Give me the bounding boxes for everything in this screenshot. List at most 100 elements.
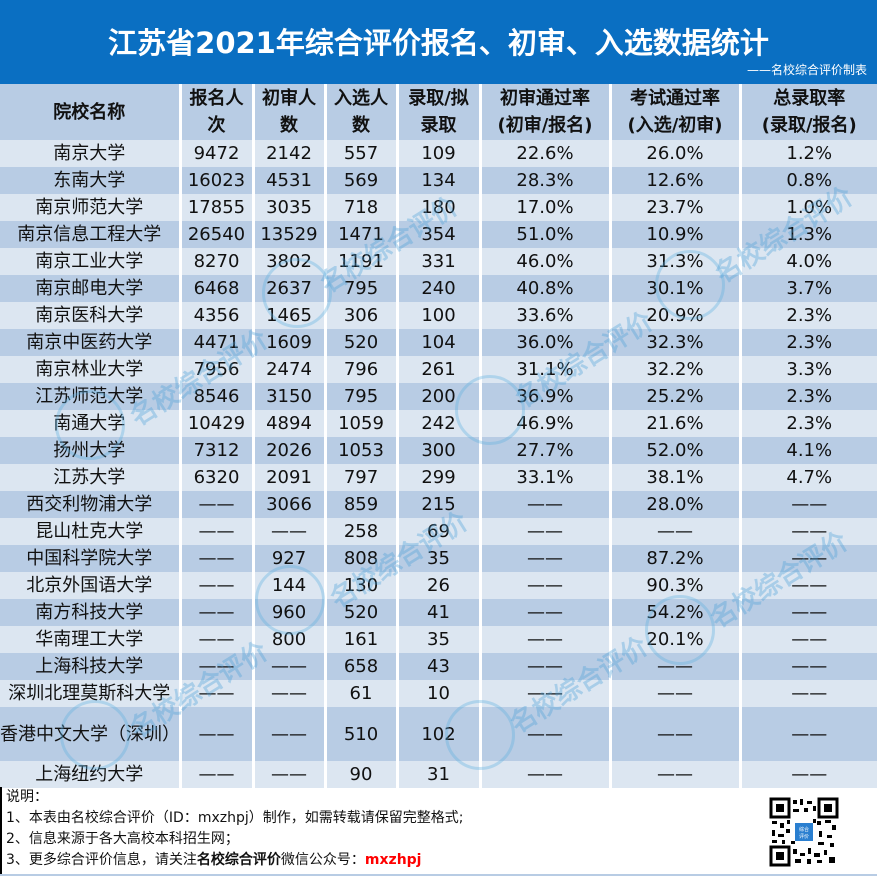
data-cell: 2142 [251, 140, 325, 167]
data-cell: 8546 [178, 383, 253, 410]
school-name-cell: 南京中医药大学 [0, 329, 180, 356]
data-cell: 7312 [178, 437, 253, 464]
school-name-cell: 南京工业大学 [0, 248, 180, 275]
column-header-line2: (入选/初审) [627, 115, 723, 136]
data-cell: 90 [323, 761, 397, 788]
data-cell: 1059 [323, 410, 397, 437]
table-row: 上海纽约大学 —— —— 90 31 —— —— —— [0, 761, 877, 788]
column-header-line1: 报名人 [189, 88, 244, 109]
data-cell: 31.3% [608, 248, 740, 275]
table-row: 西交利物浦大学 —— 3066 859 215 —— 28.0% —— [0, 491, 877, 518]
data-cell: 90.3% [608, 572, 740, 599]
data-cell: 795 [323, 383, 397, 410]
table-header-row: 院校名称 报名人次初审人数入选人数录取/拟 录取 初审通过率 (初审/报名) 考试通过率(… [0, 84, 877, 140]
column-header: 考试通过率 (入选/初审) [608, 84, 740, 140]
school-name-cell: 上海科技大学 [0, 653, 180, 680]
bottom-border [0, 874, 877, 876]
page-title: 江苏省2021年综合评价报名、初审、入选数据统计 [108, 26, 769, 60]
school-name-cell: 南通大学 [0, 410, 180, 437]
data-cell: 658 [323, 653, 397, 680]
data-cell: 7956 [178, 356, 253, 383]
data-cell: —— [178, 572, 253, 599]
table-row: 南京医科大学 4356 1465 306 100 33.6% 20.9% 2.3% [0, 302, 877, 329]
data-cell: —— [608, 707, 740, 761]
data-cell: 520 [323, 329, 397, 356]
school-name-cell: 南京信息工程大学 [0, 221, 180, 248]
table-body: 南京大学 9472 2142 557 109 22.6% 26.0% 1.2% 东南大学 1602… [0, 140, 877, 788]
data-cell: —— [178, 653, 253, 680]
data-cell: 31.1% [478, 356, 610, 383]
svg-text:综合: 综合 [799, 826, 809, 833]
data-cell: 1.0% [738, 194, 877, 221]
school-name-cell: 香港中文大学（深圳） [0, 707, 180, 761]
column-header: 总录取率 (录取/报名) [738, 84, 877, 140]
column-header: 入选人数 [323, 84, 397, 140]
column-header-line1: 考试通过率 [630, 88, 720, 109]
data-cell: 36.9% [478, 383, 610, 410]
data-cell: 69 [395, 518, 480, 545]
page-subtitle: ——名校综合评价制表 [746, 63, 867, 77]
data-cell: 21.6% [608, 410, 740, 437]
table-row: 东南大学 16023 4531 569 134 28.3% 12.6% 0.8% [0, 167, 877, 194]
svg-text:评价: 评价 [799, 833, 809, 840]
note-line-2: 2、信息来源于各大高校本科招生网； [6, 831, 239, 847]
data-cell: 520 [323, 599, 397, 626]
column-header-line2: 数 [280, 115, 298, 136]
data-cell: 26.0% [608, 140, 740, 167]
data-cell: 2.3% [738, 329, 877, 356]
data-cell: 808 [323, 545, 397, 572]
data-cell: 61 [323, 680, 397, 707]
data-cell: —— [478, 653, 610, 680]
school-name-cell: 南京医科大学 [0, 302, 180, 329]
data-cell: 800 [251, 626, 325, 653]
data-cell: 1471 [323, 221, 397, 248]
data-cell: 26540 [178, 221, 253, 248]
data-cell: 258 [323, 518, 397, 545]
data-cell: —— [178, 626, 253, 653]
column-header-line2: 数 [352, 115, 370, 136]
table-row: 南京邮电大学 6468 2637 795 240 40.8% 30.1% 3.7% [0, 275, 877, 302]
data-cell: —— [478, 572, 610, 599]
data-cell: 2091 [251, 464, 325, 491]
data-cell: 109 [395, 140, 480, 167]
data-cell: —— [608, 680, 740, 707]
note-line-3-brand: 名校综合评价 [196, 852, 281, 868]
data-cell: 569 [323, 167, 397, 194]
data-cell: 41 [395, 599, 480, 626]
school-name-cell: 深圳北理莫斯科大学 [0, 680, 180, 707]
data-cell: 1.3% [738, 221, 877, 248]
data-cell: 27.7% [478, 437, 610, 464]
data-cell: —— [738, 761, 877, 788]
data-cell: —— [478, 518, 610, 545]
note-line-1: 1、本表由名校综合评价（ID：mxzhpj）制作，如需转载请保留完整格式; [6, 810, 464, 826]
title-bar: 江苏省2021年综合评价报名、初审、入选数据统计 ——名校综合评价制表 [0, 0, 877, 84]
data-cell: 1053 [323, 437, 397, 464]
data-cell: —— [178, 518, 253, 545]
data-cell: —— [738, 680, 877, 707]
data-cell: 30.1% [608, 275, 740, 302]
data-cell: 8270 [178, 248, 253, 275]
school-name-cell: 上海纽约大学 [0, 761, 180, 788]
school-name-cell: 南京林业大学 [0, 356, 180, 383]
data-cell: 6320 [178, 464, 253, 491]
data-cell: 200 [395, 383, 480, 410]
notes-heading: 说明： [6, 789, 48, 805]
data-cell: —— [178, 707, 253, 761]
data-cell: —— [478, 599, 610, 626]
data-cell: 25.2% [608, 383, 740, 410]
column-header-line2: (初审/报名) [497, 115, 593, 136]
data-cell: 300 [395, 437, 480, 464]
data-cell: 331 [395, 248, 480, 275]
data-cell: 2474 [251, 356, 325, 383]
data-cell: 28.0% [608, 491, 740, 518]
column-header: 报名人次 [178, 84, 253, 140]
data-cell: —— [738, 572, 877, 599]
data-cell: —— [608, 653, 740, 680]
table-row: 上海科技大学 —— —— 658 43 —— —— —— [0, 653, 877, 680]
data-cell: 242 [395, 410, 480, 437]
data-cell: —— [738, 545, 877, 572]
data-cell: 718 [323, 194, 397, 221]
data-cell: —— [478, 707, 610, 761]
data-cell: 215 [395, 491, 480, 518]
data-cell: —— [251, 653, 325, 680]
